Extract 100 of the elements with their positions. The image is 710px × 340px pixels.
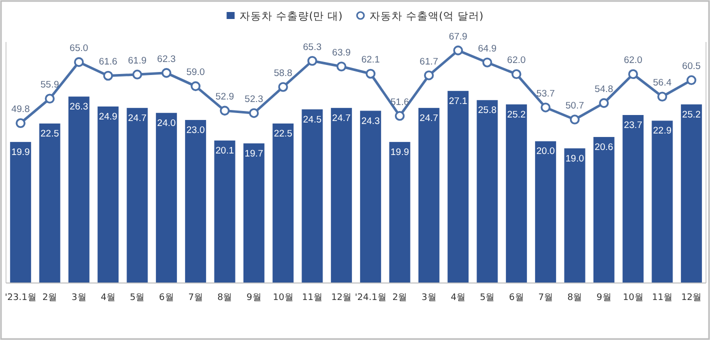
data-label: 63.9 <box>332 48 351 58</box>
point <box>366 68 376 79</box>
data-label: 50.7 <box>566 100 584 112</box>
bar <box>652 120 673 283</box>
x-tick-label: 8월 <box>217 293 232 303</box>
data-label: 61.6 <box>98 56 118 68</box>
x-tick-label: 3월 <box>422 293 436 303</box>
x-tick-label: 2월 <box>392 293 408 303</box>
bar <box>10 142 32 283</box>
data-label: 24.7 <box>420 112 438 124</box>
data-label: 24.0 <box>157 118 176 129</box>
data-label: 26.3 <box>70 102 88 113</box>
bar <box>39 124 60 283</box>
point <box>540 102 550 112</box>
data-label: 65.0 <box>70 43 88 54</box>
point <box>657 92 668 102</box>
bar <box>243 143 264 283</box>
x-tick-label: 10월 <box>272 293 294 303</box>
x-tick-label: 12월 <box>331 293 352 303</box>
data-label: 19.0 <box>566 153 584 164</box>
data-label: 61.9 <box>128 56 146 67</box>
point <box>336 62 346 72</box>
point <box>424 70 434 80</box>
bar <box>214 140 236 283</box>
point <box>482 58 492 68</box>
x-tick-label: 9월 <box>596 293 612 303</box>
data-label: 60.5 <box>682 61 701 72</box>
data-label: 24.7 <box>128 112 146 124</box>
x-tick-label: 10월 <box>622 293 644 303</box>
bar <box>476 100 498 283</box>
bar <box>98 106 119 283</box>
point <box>453 46 463 56</box>
data-label: 24.7 <box>332 112 351 124</box>
data-label: 62.0 <box>624 55 642 66</box>
bar <box>330 108 352 283</box>
x-tick-label: 7월 <box>538 293 553 303</box>
data-label: 61.7 <box>420 56 438 68</box>
data-label: 25.2 <box>507 109 526 120</box>
data-label: 52.3 <box>244 94 264 106</box>
x-tick-label: '23.1월 <box>4 293 36 303</box>
x-tick-label: 8월 <box>567 293 582 303</box>
data-label: 25.2 <box>682 109 701 120</box>
bar <box>156 112 177 283</box>
point <box>16 118 26 128</box>
bar <box>68 96 90 283</box>
point <box>74 57 84 67</box>
legend-label: 자동차 수출량(만 대) <box>240 10 342 22</box>
point <box>132 70 142 80</box>
data-label: 24.5 <box>303 114 322 126</box>
bar <box>535 141 556 283</box>
data-label: 24.3 <box>361 116 380 127</box>
data-label: 22.9 <box>653 126 672 137</box>
bar <box>622 115 644 283</box>
bar <box>418 108 440 283</box>
point <box>103 70 113 81</box>
data-label: 59.0 <box>186 67 205 78</box>
bar <box>564 148 586 283</box>
bar <box>389 142 410 283</box>
point <box>44 94 55 104</box>
point <box>394 111 405 121</box>
data-label: 64.9 <box>478 43 496 54</box>
data-label: 27.1 <box>448 96 468 107</box>
bar <box>680 104 702 283</box>
data-label: 56.4 <box>653 78 672 89</box>
point <box>278 82 288 92</box>
point <box>686 75 696 86</box>
data-label: 52.9 <box>216 92 234 103</box>
data-label: 51.6 <box>390 96 409 108</box>
point <box>570 114 580 124</box>
bar <box>448 90 469 283</box>
data-label: 25.8 <box>478 105 496 116</box>
bar <box>360 110 382 283</box>
point <box>249 108 259 118</box>
data-label: 55.9 <box>40 80 59 91</box>
point <box>220 106 230 116</box>
x-tick-label: 7월 <box>188 293 203 303</box>
x-tick-label: 11월 <box>652 293 672 303</box>
x-tick-label: 12월 <box>681 293 702 303</box>
data-label: 19.9 <box>11 146 30 158</box>
x-tick-label: 6월 <box>509 293 524 303</box>
bar <box>272 124 294 283</box>
legend-label: 자동차 수출액(억 달러) <box>370 10 484 22</box>
data-label: 58.8 <box>274 68 292 79</box>
data-label: 62.0 <box>507 55 526 66</box>
point <box>599 98 609 108</box>
x-tick-label: 3월 <box>72 293 86 303</box>
point <box>512 69 522 80</box>
x-tick-label: 5월 <box>480 293 495 303</box>
x-tick-label: 4월 <box>450 293 466 303</box>
bar <box>185 120 206 283</box>
point <box>162 68 172 78</box>
x-tick-label: 6월 <box>159 293 174 303</box>
data-label: 20.6 <box>594 142 614 153</box>
x-tick-label: 11월 <box>302 293 322 303</box>
data-label: 54.8 <box>594 84 614 96</box>
data-label: 22.5 <box>274 128 292 140</box>
data-label: 53.7 <box>536 88 555 100</box>
bar <box>126 108 148 283</box>
bar <box>593 136 614 283</box>
data-label: 19.7 <box>244 148 264 160</box>
